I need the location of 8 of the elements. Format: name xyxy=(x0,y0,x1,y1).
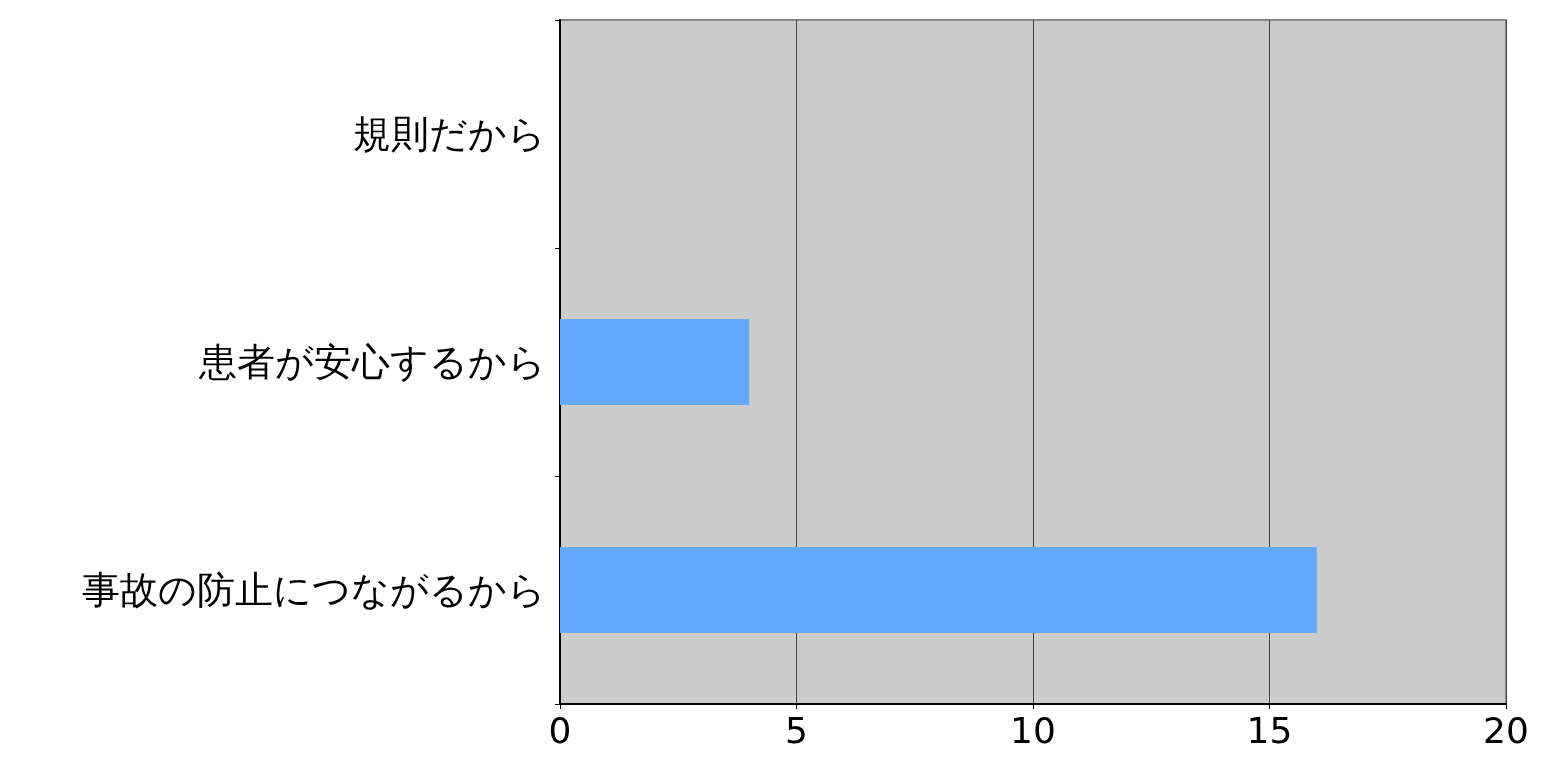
y-tick-label: 規則だから xyxy=(353,112,546,156)
y-tick-label: 患者が安心するから xyxy=(198,340,546,384)
x-tick-label: 15 xyxy=(1246,709,1293,751)
y-tick-label: 事故の防止につながるから xyxy=(82,568,546,612)
x-tick-label: 5 xyxy=(785,709,808,751)
x-tick-label: 0 xyxy=(548,709,572,751)
x-tick-label: 10 xyxy=(1010,709,1056,751)
x-tick-label: 20 xyxy=(1483,709,1529,751)
